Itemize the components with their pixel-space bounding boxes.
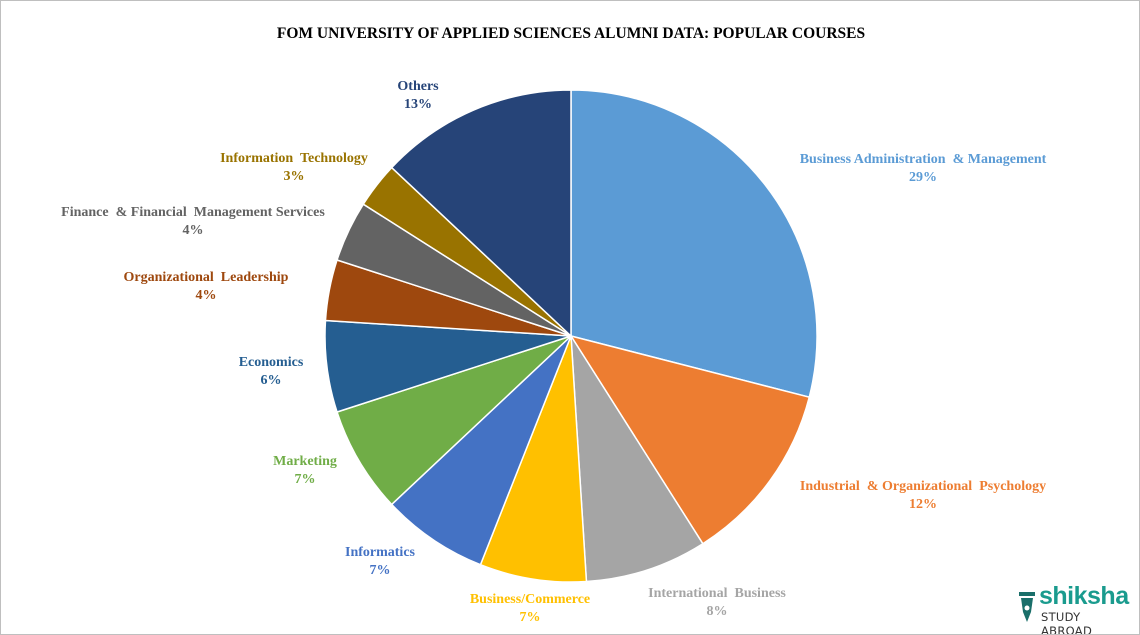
pie-slice <box>479 335 588 583</box>
slice-label: Others 13% <box>397 79 439 112</box>
logo-tagline: STUDY ABROAD <box>1041 610 1093 635</box>
pie-slice <box>570 89 818 399</box>
pie-slice <box>570 335 704 583</box>
chart-title: FOM UNIVERSITY OF APPLIED SCIENCES ALUMN… <box>276 25 866 42</box>
slice-label: Business Administration & Management 29% <box>800 152 1047 185</box>
slice-value-label: 7% <box>370 563 391 578</box>
slice-label: International Business 8% <box>648 586 786 619</box>
slice-category-label: Business Administration & Management <box>800 152 1047 167</box>
slice-category-label: Information Technology <box>220 151 368 166</box>
shiksha-logo: shiksha STUDY ABROAD <box>1017 582 1129 634</box>
slice-label: Marketing 7% <box>273 454 337 487</box>
slice-category-label: Business/Commerce <box>470 592 590 607</box>
slice-label: Finance & Financial Management Services 4… <box>61 205 325 238</box>
slice-category-label: Organizational Leadership <box>124 270 289 285</box>
pen-nib-icon <box>1019 592 1035 622</box>
slice-category-label: Industrial & Organizational Psychology <box>800 479 1046 494</box>
slice-value-label: 12% <box>909 497 937 512</box>
pie-slice <box>390 89 572 338</box>
logo-name: shiksha <box>1039 582 1129 610</box>
slice-category-label: Finance & Financial Management Services <box>61 205 325 220</box>
slice-category-label: Economics <box>239 355 304 370</box>
slice-label: Industrial & Organizational Psychology 12… <box>800 479 1046 512</box>
pie-slice <box>569 334 811 545</box>
slice-category-label: International Business <box>648 586 786 601</box>
slice-value-label: 7% <box>295 472 316 487</box>
slice-value-label: 8% <box>707 604 728 619</box>
slice-category-label: Marketing <box>273 454 337 469</box>
slice-value-label: 6% <box>261 373 282 388</box>
slice-value-label: 7% <box>520 610 541 625</box>
slice-label: Information Technology 3% <box>220 151 368 184</box>
pie-slice <box>336 335 572 506</box>
slice-label: Informatics 7% <box>345 545 416 578</box>
slice-label: Organizational Leadership 4% <box>124 270 289 303</box>
slice-value-label: 4% <box>183 223 204 238</box>
slice-label: Economics 6% <box>239 355 304 388</box>
pie-slice <box>390 335 572 566</box>
slice-value-label: 4% <box>196 288 217 303</box>
slice-category-label: Informatics <box>345 545 416 560</box>
slice-label: Business/Commerce 7% <box>470 592 590 625</box>
slice-category-label: Others <box>397 79 439 94</box>
slice-value-label: 3% <box>284 169 305 184</box>
slice-value-label: 29% <box>909 170 937 185</box>
slice-value-label: 13% <box>404 97 432 112</box>
